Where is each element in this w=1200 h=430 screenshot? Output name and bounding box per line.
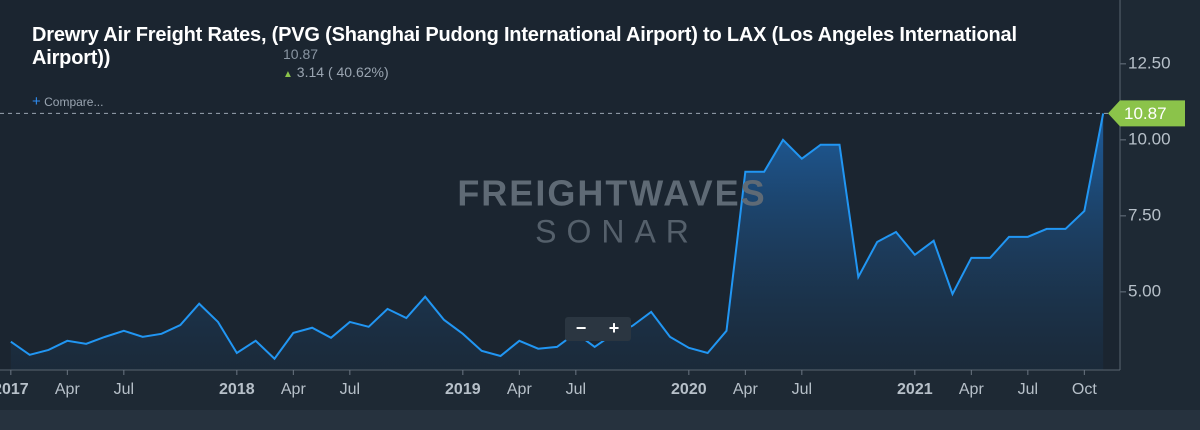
x-tick-label: Apr xyxy=(281,381,307,398)
compare-label[interactable]: Compare... xyxy=(44,95,104,109)
watermark: SONAR xyxy=(535,213,699,249)
zoom-controls xyxy=(565,317,631,341)
y-tick-label: 10.00 xyxy=(1128,129,1171,148)
x-tick-label: Apr xyxy=(55,381,81,398)
x-tick-label: Jul xyxy=(340,381,360,398)
price: 10.87 xyxy=(283,46,319,62)
change-value: 3.14 xyxy=(296,64,325,80)
y-tick-label: 5.00 xyxy=(1128,281,1161,300)
line xyxy=(10,113,1105,361)
x-tick-label: 2021 xyxy=(897,381,933,398)
x-tick-label: Jul xyxy=(1018,381,1038,398)
compare-button[interactable]: + Compare... xyxy=(32,93,104,110)
change: ▲ 3.14 ( 40.62%) xyxy=(283,64,389,80)
chart-title: Drewry Air Freight Rates, (PVG (Shanghai… xyxy=(32,24,1017,69)
y-tick-label: 7.50 xyxy=(1128,205,1161,224)
x-tick-label: Jul xyxy=(566,381,586,398)
x-tick-label: Apr xyxy=(507,381,533,398)
x-tick-label: 2018 xyxy=(219,381,255,398)
zoom-in[interactable]: + xyxy=(609,318,620,338)
zoom-out[interactable]: − xyxy=(576,318,587,338)
last-value-tag xyxy=(1108,100,1185,127)
x-tick-label: Jul xyxy=(114,381,134,398)
x-tick-label: 2020 xyxy=(671,381,707,398)
area xyxy=(10,113,1104,370)
change-pct: ( 40.62%) xyxy=(327,64,389,80)
x-tick-label: Apr xyxy=(959,381,985,398)
x-tick-label: 2017 xyxy=(0,381,29,398)
footer xyxy=(0,410,1200,430)
y-tick-label: 12.50 xyxy=(1128,53,1171,72)
x-tick-label: 2019 xyxy=(445,381,481,398)
x-tick-label: Oct xyxy=(1072,381,1097,398)
x-tick-label: Apr xyxy=(733,381,759,398)
y-axis-area xyxy=(1120,0,1200,410)
last-value-label: 10.87 xyxy=(1124,104,1167,123)
watermark: FREIGHTWAVES xyxy=(457,173,766,214)
x-tick-label: Jul xyxy=(792,381,812,398)
